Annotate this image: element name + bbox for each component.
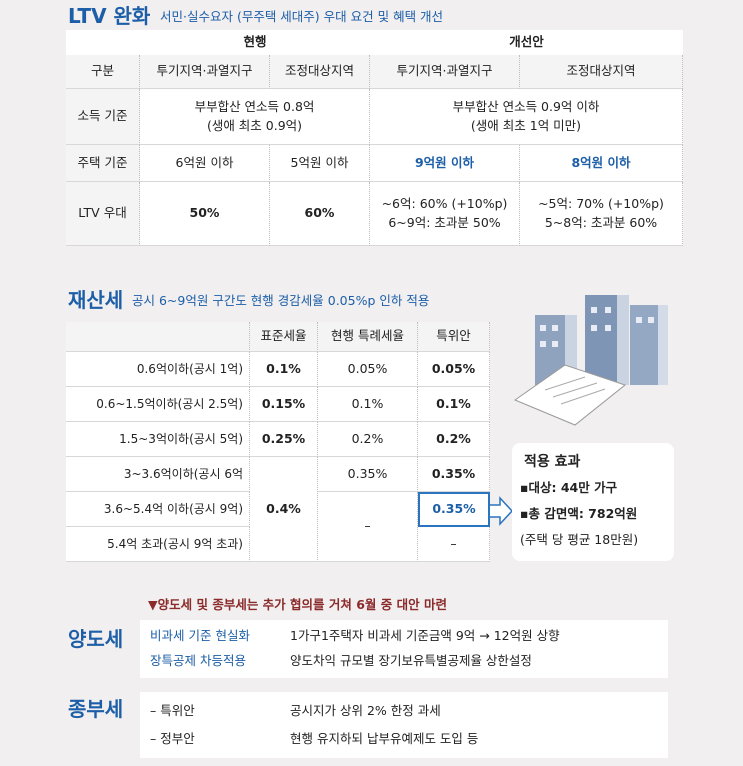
column-header: 현행 특례세율	[318, 322, 418, 352]
text-line: ~5억: 70% (+10%p)	[538, 195, 664, 211]
text-line: 5~8억: 초과분 60%	[544, 214, 658, 230]
row-header: 1.5~3억이하(공시 5억)	[66, 422, 250, 457]
detail: 공시지가 상위 2% 한정 과세	[290, 702, 441, 718]
row-header: 3.6~5.4억 이하(공시 9억)	[66, 492, 250, 527]
table-cell: 0.1%	[250, 352, 318, 387]
column-header: 조정대상지역	[270, 55, 370, 89]
column-header: 특위안	[418, 322, 490, 352]
section-subtitle: 공시 6~9억원 구간도 현행 경감세율 0.05%p 인하 적용	[132, 292, 430, 308]
text-line: 부부합산 연소득 0.9억 이하	[452, 98, 600, 114]
text-line: 6~9억: 초과분 50%	[388, 214, 501, 230]
row-header: 0.6억이하(공시 1억)	[66, 352, 250, 387]
item: – 특위안	[150, 702, 195, 718]
group-header: 현행	[243, 33, 267, 49]
table-cell: ~6억: 60% (+10%p) 6~9억: 초과분 50%	[370, 182, 520, 246]
effect-line: (주택 당 평균 18만원)	[520, 531, 639, 547]
table-cell: 0.35%	[418, 457, 490, 492]
table-cell: 0.35%	[318, 457, 418, 492]
table-cell: 0.05%	[418, 352, 490, 387]
effect-line: ▪대상: 44만 가구	[520, 479, 618, 495]
building-illustration	[513, 295, 668, 426]
group-header: 개선안	[509, 33, 544, 49]
column-header: 표준세율	[250, 322, 318, 352]
item: 비과세 기준 현실화	[150, 627, 250, 643]
note: ▼양도세 및 종부세는 추가 협의를 거쳐 6월 중 대안 마련	[148, 596, 447, 612]
table-cell: 0.25%	[250, 422, 318, 457]
text-line: 부부합산 연소득 0.8억	[194, 98, 315, 114]
column-header: 투기지역·과열지구	[140, 55, 270, 89]
item: – 정부안	[150, 730, 195, 746]
row-header: 3~3.6억이하(공시 6억	[66, 457, 250, 492]
detail: 양도차익 규모별 장기보유특별공제율 상한설정	[290, 652, 532, 668]
table-cell: ~5억: 70% (+10%p) 5~8억: 초과분 60%	[520, 182, 683, 246]
column-header: 구분	[66, 55, 140, 89]
table-cell: 0.1%	[418, 387, 490, 422]
table-header-bg	[66, 322, 250, 352]
text-line: (생애 최초 0.9억)	[206, 117, 303, 133]
row-header: 5.4억 초과(공시 9억 초과)	[66, 527, 250, 562]
table-cell: 60%	[270, 182, 370, 246]
table-cell: 0.35%	[418, 492, 490, 527]
table-cell: 5억원 이하	[270, 145, 370, 182]
text-line: (생애 최초 1억 미만)	[470, 117, 582, 133]
table-cell: 0.2%	[418, 422, 490, 457]
item: 장특공제 차등적용	[150, 652, 246, 668]
cg-box	[140, 620, 668, 678]
row-header: 소득 기준	[66, 89, 140, 145]
row-header: LTV 우대	[66, 182, 140, 246]
effect-title: 적용 효과	[524, 453, 581, 470]
ct-box	[140, 692, 668, 758]
row-header: 주택 기준	[66, 145, 140, 182]
table-cell: –	[418, 527, 490, 562]
table-cell: 0.4%	[250, 457, 318, 562]
table-cell: 9억원 이하	[370, 145, 520, 182]
section-title: 종부세	[68, 697, 124, 721]
arrow	[488, 496, 514, 526]
table-cell: 8억원 이하	[520, 145, 683, 182]
table-cell: 0.1%	[318, 387, 418, 422]
table-cell: 부부합산 연소득 0.9억 이하 (생애 최초 1억 미만)	[370, 89, 683, 145]
detail: 현행 유지하되 납부유예제도 도입 등	[290, 730, 479, 746]
section-subtitle: 서민·실수요자 (무주택 세대주) 우대 요건 및 혜택 개선	[160, 8, 444, 24]
effect-box	[512, 443, 674, 561]
effect-line: ▪총 감면액: 782억원	[520, 505, 638, 521]
column-header: 조정대상지역	[520, 55, 683, 89]
table-cell: 50%	[140, 182, 270, 246]
column-header: 투기지역·과열지구	[370, 55, 520, 89]
table-cell: 부부합산 연소득 0.8억 (생애 최초 0.9억)	[140, 89, 370, 145]
detail: 1가구1주택자 비과세 기준금액 9억 → 12억원 상향	[290, 627, 560, 643]
table-cell: 0.2%	[318, 422, 418, 457]
section-title: LTV 완화	[68, 4, 151, 28]
row-header: 0.6~1.5억이하(공시 2.5억)	[66, 387, 250, 422]
table-cell: –	[318, 492, 418, 562]
table-cell: 0.15%	[250, 387, 318, 422]
table-cell: 0.05%	[318, 352, 418, 387]
section-title: 재산세	[68, 288, 124, 312]
section-title: 양도세	[68, 627, 124, 651]
text-line: ~6억: 60% (+10%p)	[381, 195, 508, 211]
table-cell: 6억원 이하	[140, 145, 270, 182]
